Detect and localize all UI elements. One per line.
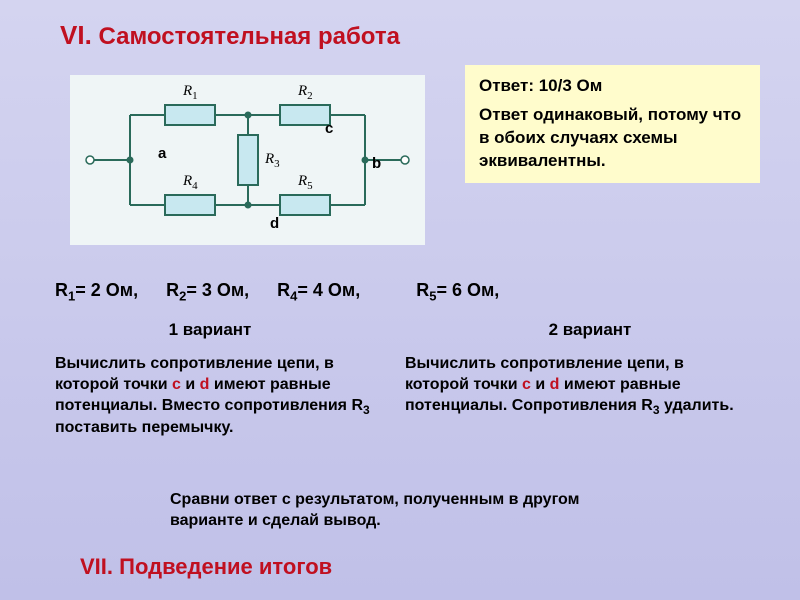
value-r5: R5= 6 Ом,	[416, 280, 499, 304]
variants-row: 1 вариант Вычислить сопротивление цепи, …	[55, 320, 755, 439]
compare-text: Сравни ответ с результатом, полученным в…	[170, 490, 650, 532]
node-label-b: b	[372, 155, 381, 172]
variant-1-text: Вычислить сопротивление цепи, в которой …	[55, 354, 405, 439]
value-r1: R1= 2 Ом,	[55, 280, 138, 304]
variant-2-title: 2 вариант	[425, 320, 755, 340]
circuit-diagram: R1 R2 R3 R4 R5 a b c d	[70, 75, 425, 245]
value-r2: R2= 3 Ом,	[166, 280, 249, 304]
resistor-label-r5: R5	[298, 173, 313, 192]
heading-vi: VI. Самостоятельная работа	[60, 20, 400, 51]
variant-1-title: 1 вариант	[15, 320, 405, 340]
resistor-label-r4: R4	[183, 173, 198, 192]
heading-vii-text: Подведение итогов	[119, 554, 332, 579]
answer-line1: Ответ: 10/3 Ом	[479, 75, 746, 98]
variant-1: 1 вариант Вычислить сопротивление цепи, …	[55, 320, 405, 439]
answer-box: Ответ: 10/3 Ом Ответ одинаковый, потому …	[465, 65, 760, 183]
answer-line2: Ответ одинаковый, потому что в обоих слу…	[479, 104, 746, 173]
value-r4: R4= 4 Ом,	[277, 280, 360, 304]
resistor-label-r2: R2	[298, 83, 313, 102]
node-label-c: c	[325, 120, 333, 137]
node-label-a: a	[158, 145, 166, 162]
heading-vii: VII. Подведение итогов	[80, 554, 332, 580]
variant-2-text: Вычислить сопротивление цепи, в которой …	[405, 354, 755, 418]
heading-vi-roman: VI.	[60, 20, 92, 50]
resistor-values: R1= 2 Ом, R2= 3 Ом, R4= 4 Ом, R5= 6 Ом,	[55, 280, 499, 304]
resistor-label-r3: R3	[265, 151, 280, 170]
variant-2: 2 вариант Вычислить сопротивление цепи, …	[405, 320, 755, 439]
node-label-d: d	[270, 215, 279, 232]
resistor-label-r1: R1	[183, 83, 198, 102]
heading-vi-text: Самостоятельная работа	[98, 23, 400, 50]
heading-vii-roman: VII.	[80, 554, 113, 579]
